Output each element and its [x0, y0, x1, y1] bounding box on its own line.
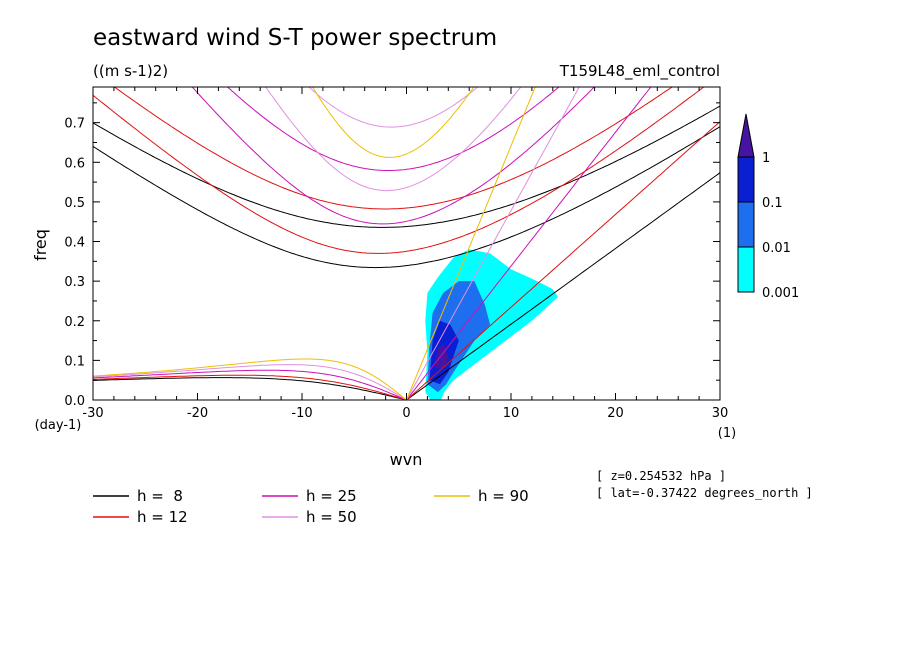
legend-label-h90: h = 90: [478, 487, 529, 505]
colorbar: 0.001 0.01 0.1 1: [737, 113, 799, 301]
x-tick-label: 20: [607, 406, 624, 421]
dispersion-curve-h12-3: [93, 374, 407, 400]
dispersion-curve-h8-2: [93, 105, 720, 228]
dispersion-curve-h25-0: [406, 87, 652, 400]
x-unit-label: (1): [718, 426, 736, 441]
axis-ticks: -30 -20 -10 0 10 20 30 0.0 0.1 0.2 0.3 0.4 0.5 0.6 0.7: [64, 87, 728, 421]
y-unit-label: (day-1): [35, 418, 82, 433]
dispersion-curve-h50-3: [93, 364, 407, 400]
dispersion-curves: [93, 87, 720, 400]
legend-label-h12: h = 12: [137, 508, 188, 526]
dispersion-curve-h50-1: [265, 87, 522, 192]
y-tick-label: 0.6: [64, 156, 85, 171]
y-tick-label: 0.1: [64, 354, 85, 369]
dispersion-curve-h25-3: [93, 369, 407, 400]
x-tick-label: -30: [82, 406, 103, 421]
plot-area: -30 -20 -10 0 10 20 30 0.0 0.1 0.2 0.3 0.4 0.5 0.6 0.7: [64, 86, 728, 421]
dispersion-curve-h90-0: [406, 87, 536, 400]
run-label: T159L48_eml_control: [559, 62, 720, 81]
x-tick-label: 30: [712, 406, 729, 421]
y-axis-label: freq: [31, 229, 50, 261]
dispersion-curve-h50-2: [308, 87, 479, 128]
colorbar-swatch: [737, 156, 755, 203]
y-tick-label: 0.5: [64, 196, 85, 211]
level-note: [ z=0.254532 hPa ]: [596, 469, 726, 483]
x-tick-label: -10: [291, 406, 312, 421]
plot-frame: [92, 86, 721, 401]
legend-label-h50: h = 50: [306, 508, 357, 526]
chart-units: ((m s-1)2): [93, 62, 168, 80]
legend: h = 8 h = 12 h = 25 h = 50 h = 90: [93, 487, 529, 526]
colorbar-label: 0.01: [762, 241, 791, 256]
dispersion-curve-h50-0: [406, 87, 580, 400]
dispersion-curve-h8-0: [406, 172, 720, 400]
x-axis-label: wvn: [390, 450, 423, 469]
x-tick-label: -20: [187, 406, 208, 421]
y-tick-label: 0.4: [64, 236, 85, 251]
legend-label-h8: h = 8: [137, 487, 183, 505]
dispersion-curve-h90-1: [311, 87, 475, 158]
x-tick-label: 0: [402, 406, 410, 421]
dispersion-curve-h12-2: [113, 87, 673, 210]
dispersion-curve-h25-2: [226, 87, 560, 171]
dispersion-curve-h8-1: [93, 126, 720, 269]
dispersion-curve-h90-3: [93, 358, 407, 400]
colorbar-swatch-top: [737, 113, 755, 158]
dispersion-curve-h12-1: [93, 87, 705, 254]
colorbar-swatch: [737, 201, 755, 248]
x-tick-label: 10: [503, 406, 520, 421]
y-tick-label: 0.2: [64, 315, 85, 330]
chart-title: eastward wind S-T power spectrum: [93, 25, 497, 51]
colorbar-swatch: [737, 246, 755, 293]
latitude-note: [ lat=-0.37422 degrees_north ]: [596, 486, 813, 500]
colorbar-label: 0.001: [762, 286, 799, 301]
dispersion-curve-h12-0: [406, 121, 720, 400]
colorbar-label: 1: [762, 151, 770, 166]
dispersion-curve-h8-3: [93, 377, 407, 400]
legend-label-h25: h = 25: [306, 487, 357, 505]
y-tick-label: 0.3: [64, 275, 85, 290]
colorbar-label: 0.1: [762, 196, 783, 211]
y-tick-label: 0.0: [64, 394, 85, 409]
y-tick-label: 0.7: [64, 117, 85, 132]
